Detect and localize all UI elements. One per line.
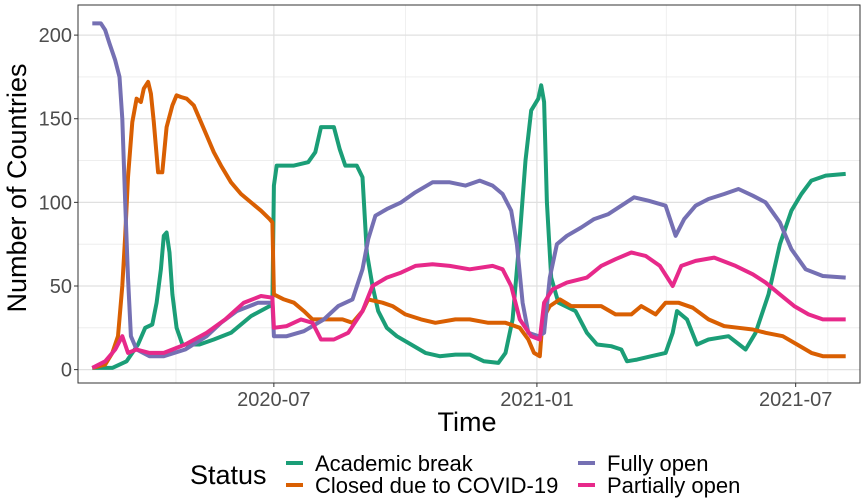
series-line [91,79,846,370]
series-lines [91,21,846,370]
series-line [92,83,846,370]
y-tick-label: 50 [50,276,72,298]
series-line [91,250,846,370]
legend-label: Partially open [607,473,740,498]
legend-title: Status [190,460,267,490]
x-tick-label: 2021-07 [759,389,832,411]
y-tick-label: 200 [39,25,72,47]
x-tick-label: 2021-01 [500,389,573,411]
y-axis-title: Number of Countries [2,63,32,312]
y-axis: 0 50 100 150 200 [39,25,78,382]
legend-label: Academic break [315,451,474,476]
x-axis-title: Time [438,407,497,437]
legend-label: Fully open [607,451,709,476]
y-tick-label: 150 [39,109,72,131]
plot-border [77,4,861,384]
y-tick-label: 100 [39,192,72,214]
x-tick-label: 2020-07 [237,389,310,411]
series-line [92,21,846,359]
y-tick-label: 0 [61,360,72,382]
legend-label: Closed due to COVID-19 [315,473,558,498]
x-axis: 2020-07 2021-01 2021-07 [237,383,832,411]
